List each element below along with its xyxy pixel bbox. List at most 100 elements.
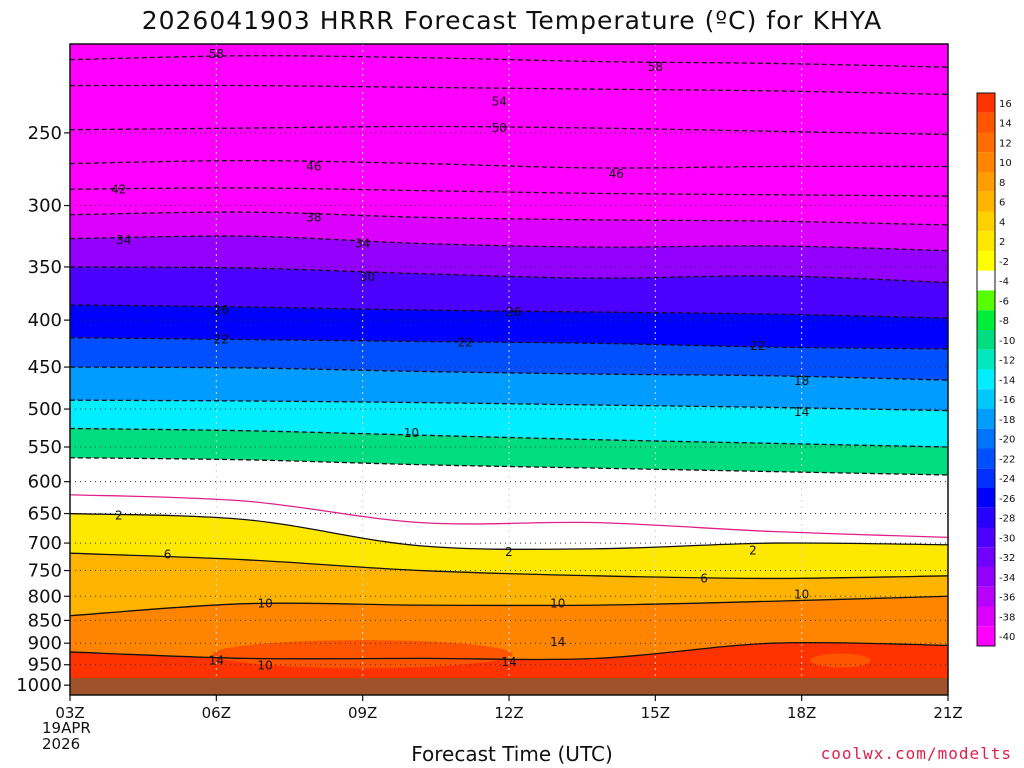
isotherm-line	[70, 235, 948, 252]
colorbar-label: 10	[999, 158, 1012, 169]
contour-label: 14	[501, 655, 516, 669]
colorbar-label: -36	[999, 593, 1015, 604]
colorbar-label: -14	[999, 375, 1015, 386]
y-tick-label: 400	[28, 310, 62, 331]
colorbar-cell	[977, 349, 995, 370]
contour-label: 6	[700, 571, 708, 585]
contour-label: 14	[794, 405, 809, 419]
colorbar-cell	[977, 547, 995, 567]
isotherm-line	[70, 266, 948, 284]
fill-band	[70, 236, 948, 283]
start-date-year: 2026	[42, 735, 81, 753]
fill-band	[70, 367, 948, 411]
y-tick-label: 350	[28, 257, 62, 278]
y-tick-label: 850	[28, 610, 62, 631]
contour-label: 6	[164, 547, 172, 561]
colorbar-cell	[977, 270, 995, 291]
fill-band	[70, 160, 948, 197]
isotherm-line	[70, 552, 948, 580]
colorbar-label: -12	[999, 356, 1015, 367]
colorbar-label: -28	[999, 514, 1015, 525]
colorbar-label: 12	[999, 138, 1012, 149]
colorbar-label: -40	[999, 632, 1015, 643]
colorbar-label: 4	[999, 217, 1005, 228]
contour-label: 42	[111, 182, 126, 196]
x-tick-label: 15Z	[641, 704, 670, 722]
colorbar-cell	[977, 251, 995, 271]
colorbar-cell	[977, 172, 995, 192]
colorbar-cell	[977, 231, 995, 251]
contour-label: 26	[214, 303, 229, 317]
colorbar-label: -18	[999, 415, 1015, 426]
isotherm-line	[70, 427, 948, 448]
colorbar-cell	[977, 290, 995, 311]
start-date-day: 19APR	[42, 719, 91, 737]
colorbar-cell	[977, 448, 995, 469]
contour-label: 2	[749, 543, 757, 557]
colorbar-cell	[977, 191, 995, 212]
colorbar-label: -38	[999, 612, 1015, 623]
colorbar-cell	[977, 211, 995, 232]
isotherm-line	[70, 187, 948, 197]
colorbar-label: -4	[999, 277, 1009, 288]
colorbar-label: -32	[999, 553, 1015, 564]
colorbar-cell	[977, 409, 995, 429]
isotherm-line	[70, 366, 948, 381]
colorbar-label: 8	[999, 178, 1005, 189]
colorbar-label: -2	[999, 257, 1009, 268]
y-tick-label: 250	[28, 123, 62, 144]
colorbar-cell	[977, 389, 995, 409]
colorbar-frame	[976, 92, 996, 647]
y-tick-label: 1000	[16, 675, 62, 696]
isotherm-line	[70, 84, 948, 96]
isotherm-line	[70, 125, 948, 136]
isotherm-line	[70, 457, 948, 476]
y-tick-label: 750	[28, 561, 62, 582]
contour-label: 18	[794, 374, 809, 388]
contour-label: 14	[550, 635, 565, 649]
colorbar-label: -26	[999, 494, 1015, 505]
contour-label: 14	[209, 654, 224, 668]
ground-band	[70, 678, 948, 695]
x-tick-label: 09Z	[348, 704, 377, 722]
colorbar-cell	[977, 507, 995, 528]
colorbar-label: -22	[999, 454, 1015, 465]
x-tick-label: 06Z	[202, 704, 231, 722]
contour-label: 30	[360, 270, 375, 284]
colorbar-cell	[977, 488, 995, 508]
y-tick-label: 450	[28, 357, 62, 378]
colorbar-label: 2	[999, 237, 1005, 248]
contour-label: 10	[257, 659, 272, 673]
x-tick-label: 18Z	[787, 704, 816, 722]
contour-label: 22	[214, 333, 229, 347]
colorbar-label: -20	[999, 435, 1015, 446]
colorbar-label: -24	[999, 474, 1015, 485]
contour-label: 38	[306, 210, 321, 224]
colorbar-cell	[977, 330, 995, 350]
y-tick-label: 950	[28, 655, 62, 676]
isotherm-line	[70, 641, 948, 661]
isotherm-line	[70, 399, 948, 412]
fill-band	[70, 85, 948, 135]
colorbar-label: -16	[999, 395, 1015, 406]
y-tick-label: 500	[28, 399, 62, 420]
contour-label: 46	[306, 159, 321, 173]
contour-label: 2	[505, 545, 513, 559]
colorbar-cell	[977, 369, 995, 390]
colorbar-cell	[977, 93, 995, 113]
isotherm-line	[70, 55, 948, 68]
isotherm-line	[70, 304, 948, 319]
x-tick-label: 21Z	[933, 704, 962, 722]
y-tick-label: 550	[28, 437, 62, 458]
contour-label: 58	[648, 60, 663, 74]
contour-label: 22	[750, 339, 765, 353]
isotherm-line	[70, 337, 948, 350]
contour-label: 50	[492, 121, 507, 135]
colorbar-cell	[977, 152, 995, 172]
colorbar-cell	[977, 527, 995, 548]
chart-title: 2026041903 HRRR Forecast Temperature (ºC…	[141, 6, 883, 35]
y-tick-label: 800	[28, 586, 62, 607]
colorbar-label: -10	[999, 336, 1015, 347]
colorbar-label: -34	[999, 573, 1015, 584]
